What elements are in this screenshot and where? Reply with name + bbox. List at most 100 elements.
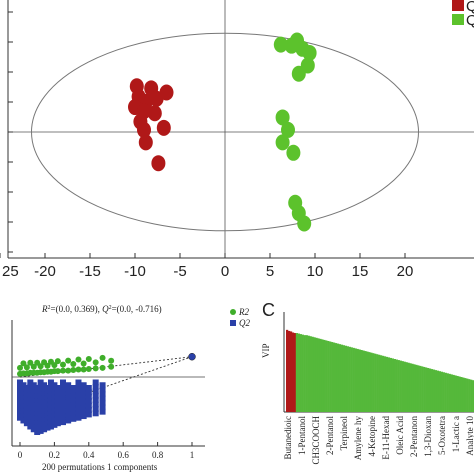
q2-point — [85, 389, 92, 396]
vip-bar — [311, 336, 314, 412]
score-point-group1 — [156, 119, 171, 136]
vip-bar — [370, 352, 373, 412]
legend-r2-label: R2 — [238, 307, 249, 317]
vip-bar — [419, 365, 422, 412]
q2-point — [37, 397, 44, 404]
q2-point — [23, 398, 30, 405]
q2-point — [17, 379, 23, 386]
q2-point — [41, 417, 48, 424]
b-x-tick-label: 1 — [190, 450, 195, 460]
q2-point — [80, 386, 87, 393]
q2-point — [85, 407, 92, 413]
vip-bar — [421, 366, 424, 412]
q2-point — [60, 388, 66, 395]
q2-point — [30, 404, 37, 411]
r2-point — [85, 355, 92, 362]
q2-point — [23, 407, 30, 413]
r2-point — [92, 359, 99, 366]
q2-point — [17, 405, 23, 412]
vip-x-label: 2-Pentanon — [409, 416, 419, 457]
q2-point — [27, 414, 34, 421]
x-tick-labels: 25 -20 -15 -10 -5 0 5 10 15 20 — [0, 253, 413, 280]
q2-point — [80, 408, 87, 415]
r2-point — [108, 357, 115, 364]
score-point-group1 — [138, 134, 153, 151]
x-tick-label: 15 — [352, 263, 369, 280]
legend-swatch-group2 — [452, 14, 464, 25]
r2-point — [65, 357, 72, 364]
q2-point — [75, 392, 82, 399]
q2-point — [30, 382, 37, 389]
b-x-axis-label: 200 permutations 1 components — [42, 462, 158, 472]
vip-bar — [344, 345, 348, 412]
q2-point — [75, 401, 82, 408]
r2-point — [65, 367, 72, 374]
q2-point — [60, 401, 66, 408]
r2-point — [60, 361, 66, 368]
q2-point — [47, 401, 54, 408]
vip-bar — [327, 340, 330, 412]
r2-point — [99, 364, 106, 371]
q2-point — [60, 419, 66, 426]
q2-point — [92, 397, 99, 404]
q2-point — [37, 401, 44, 408]
q2-point — [92, 388, 99, 395]
q2-point — [34, 385, 41, 391]
q2-point — [37, 414, 44, 421]
q2-point — [65, 417, 72, 424]
score-point-group1 — [149, 90, 164, 107]
q2-point — [30, 399, 37, 406]
q2-point — [70, 393, 77, 400]
q2-point — [34, 429, 41, 435]
q2-point — [99, 395, 106, 402]
vip-bar — [407, 362, 410, 412]
q2-point — [99, 386, 106, 393]
b-x-tick-label: 0 — [18, 450, 23, 460]
q2-point — [99, 408, 106, 415]
r2-point — [27, 359, 34, 366]
q2-point — [75, 379, 82, 386]
q2-point — [44, 402, 51, 409]
vip-bar — [289, 331, 293, 412]
q2-point — [54, 402, 61, 409]
score-point-group1 — [137, 121, 151, 138]
q2-point — [51, 386, 58, 393]
score-point-group2 — [286, 144, 301, 161]
r2-point — [92, 365, 99, 372]
q2-point — [92, 410, 99, 417]
vip-bar — [313, 337, 316, 412]
q2-point — [99, 382, 106, 389]
vip-bar — [323, 339, 326, 412]
q2-point — [80, 413, 87, 420]
q2-point — [44, 420, 51, 427]
q2-point — [27, 383, 34, 390]
vip-bar — [466, 378, 469, 412]
q2-point — [44, 385, 51, 391]
q2-point — [27, 392, 34, 399]
q2-point — [54, 420, 61, 427]
vip-bar — [297, 333, 301, 412]
q2-point — [47, 410, 54, 417]
vip-x-label: E-11-Hexad — [381, 416, 391, 460]
permutation-title: R2=(0.0, 0.369), Q2=(0.0, -0.716) — [41, 304, 162, 314]
vip-bar — [303, 335, 306, 412]
vip-bar — [411, 363, 414, 412]
q2-point — [37, 383, 44, 390]
vip-plot: C VIP Butanedioic 1-Pentanol CH3COOCH 2-Pen… — [261, 300, 474, 465]
q2-point — [27, 401, 34, 408]
q2-point — [17, 392, 23, 399]
q2-point — [41, 382, 48, 389]
vip-bar — [354, 348, 357, 412]
q2-point — [20, 404, 27, 411]
q2-point — [44, 398, 51, 405]
r2-point — [108, 363, 115, 370]
score-point-group1 — [147, 105, 162, 122]
q2-point — [30, 417, 37, 424]
q2-point — [23, 385, 30, 391]
vip-bar — [336, 343, 340, 412]
vip-bar — [430, 369, 434, 412]
q2-point — [60, 405, 66, 412]
r2-point — [30, 363, 37, 370]
vip-x-label: Oleic Acid — [395, 416, 405, 455]
